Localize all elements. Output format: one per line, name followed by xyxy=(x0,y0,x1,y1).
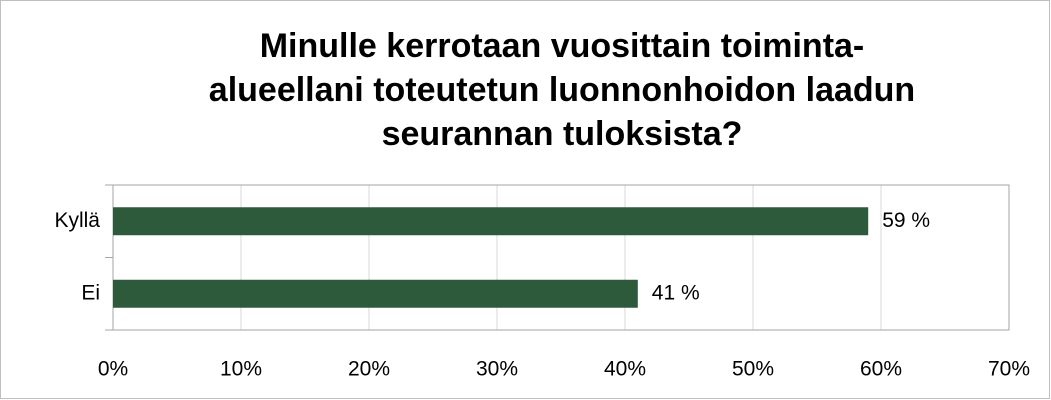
x-tick-label: 20% xyxy=(348,358,390,381)
x-tick-label: 40% xyxy=(604,358,646,381)
chart-title: alueellani toteutetun luonnonhoidon laad… xyxy=(209,71,915,109)
data-label: 41 % xyxy=(652,281,700,304)
bar xyxy=(113,207,869,236)
bar xyxy=(113,279,638,308)
data-label: 59 % xyxy=(882,209,930,232)
x-tick-label: 0% xyxy=(98,358,128,381)
chart-title: seurannan tuloksista? xyxy=(382,115,743,153)
y-tick-label: Ei xyxy=(81,281,100,304)
x-tick-label: 60% xyxy=(860,358,902,381)
x-tick-label: 50% xyxy=(732,358,774,381)
x-tick-label: 30% xyxy=(476,358,518,381)
y-tick-label: Kyllä xyxy=(54,209,100,232)
chart-title: Minulle kerrotaan vuosittain toiminta- xyxy=(260,27,865,65)
x-tick-label: 10% xyxy=(220,358,262,381)
x-tick-label: 70% xyxy=(988,358,1030,381)
